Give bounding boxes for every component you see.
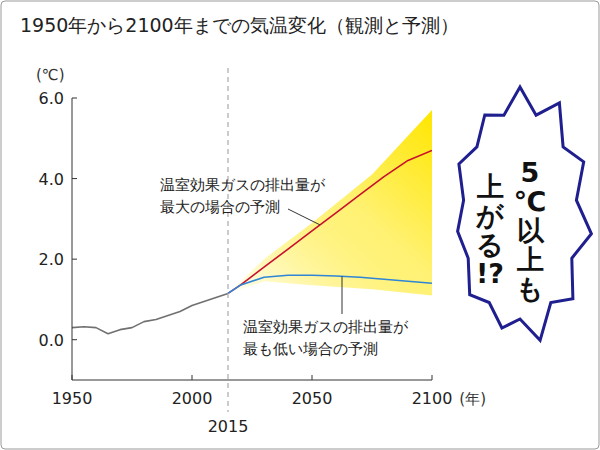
callout-text: 5℃以上も上がる!? xyxy=(476,157,547,304)
callout-char: 上 xyxy=(516,244,544,275)
y-tick-label: 2.0 xyxy=(39,250,64,269)
y-tick xyxy=(72,339,77,340)
reference-line xyxy=(227,68,228,412)
x-axis xyxy=(72,380,432,381)
x-tick xyxy=(312,375,313,380)
x-tick-label: 2050 xyxy=(292,389,333,408)
series-label: 温室効果ガスの排出量が最も低い場合の予測 xyxy=(243,318,409,358)
x-tick xyxy=(432,375,433,380)
y-tick xyxy=(72,178,77,179)
series-line xyxy=(228,150,432,293)
series-label: 温室効果ガスの排出量が最大の場合の予測 xyxy=(160,176,326,216)
title: 1950年から2100年までの気温変化（観測と予測） xyxy=(20,14,459,36)
y-tick-label: 0.0 xyxy=(39,331,64,350)
callout-char: が xyxy=(476,200,505,231)
frame xyxy=(1,1,599,449)
callout-char: 5 xyxy=(521,157,540,188)
x-axis-title: (年) xyxy=(459,390,486,408)
series-line xyxy=(228,275,432,293)
callout-char: ℃ xyxy=(514,186,547,217)
x-tick-label: 2100 xyxy=(412,389,453,408)
callout-char: る xyxy=(476,229,504,260)
label-line: 最も低い場合の予測 xyxy=(243,340,378,358)
y-tick-label: 4.0 xyxy=(39,170,64,189)
chart: 1950年から2100年までの気温変化（観測と予測） (℃) 0.0 2.0 4.0 6.… xyxy=(0,0,600,450)
label-line: 最大の場合の予測 xyxy=(160,198,280,216)
leader-line xyxy=(288,209,320,225)
x-tick xyxy=(72,375,73,380)
series-line xyxy=(72,293,228,333)
callout-char: も xyxy=(516,273,544,304)
x-tick-label: 1950 xyxy=(52,389,93,408)
label-line: 温室効果ガスの排出量が xyxy=(243,318,409,336)
callout-burst xyxy=(458,87,592,340)
y-axis-title: (℃) xyxy=(36,66,65,84)
reference-label: 2015 xyxy=(208,417,249,436)
callout-char: 以 xyxy=(517,215,545,246)
y-tick-label: 6.0 xyxy=(39,89,64,108)
callout-char: 上 xyxy=(476,171,504,202)
y-tick xyxy=(72,259,77,260)
x-tick xyxy=(192,375,193,380)
callout-char: !? xyxy=(476,258,504,289)
label-line: 温室効果ガスの排出量が xyxy=(160,176,326,194)
leader-line xyxy=(342,276,343,314)
y-tick xyxy=(72,98,77,99)
y-axis xyxy=(72,98,73,380)
x-tick-label: 2000 xyxy=(172,389,213,408)
plot-area xyxy=(72,110,432,334)
